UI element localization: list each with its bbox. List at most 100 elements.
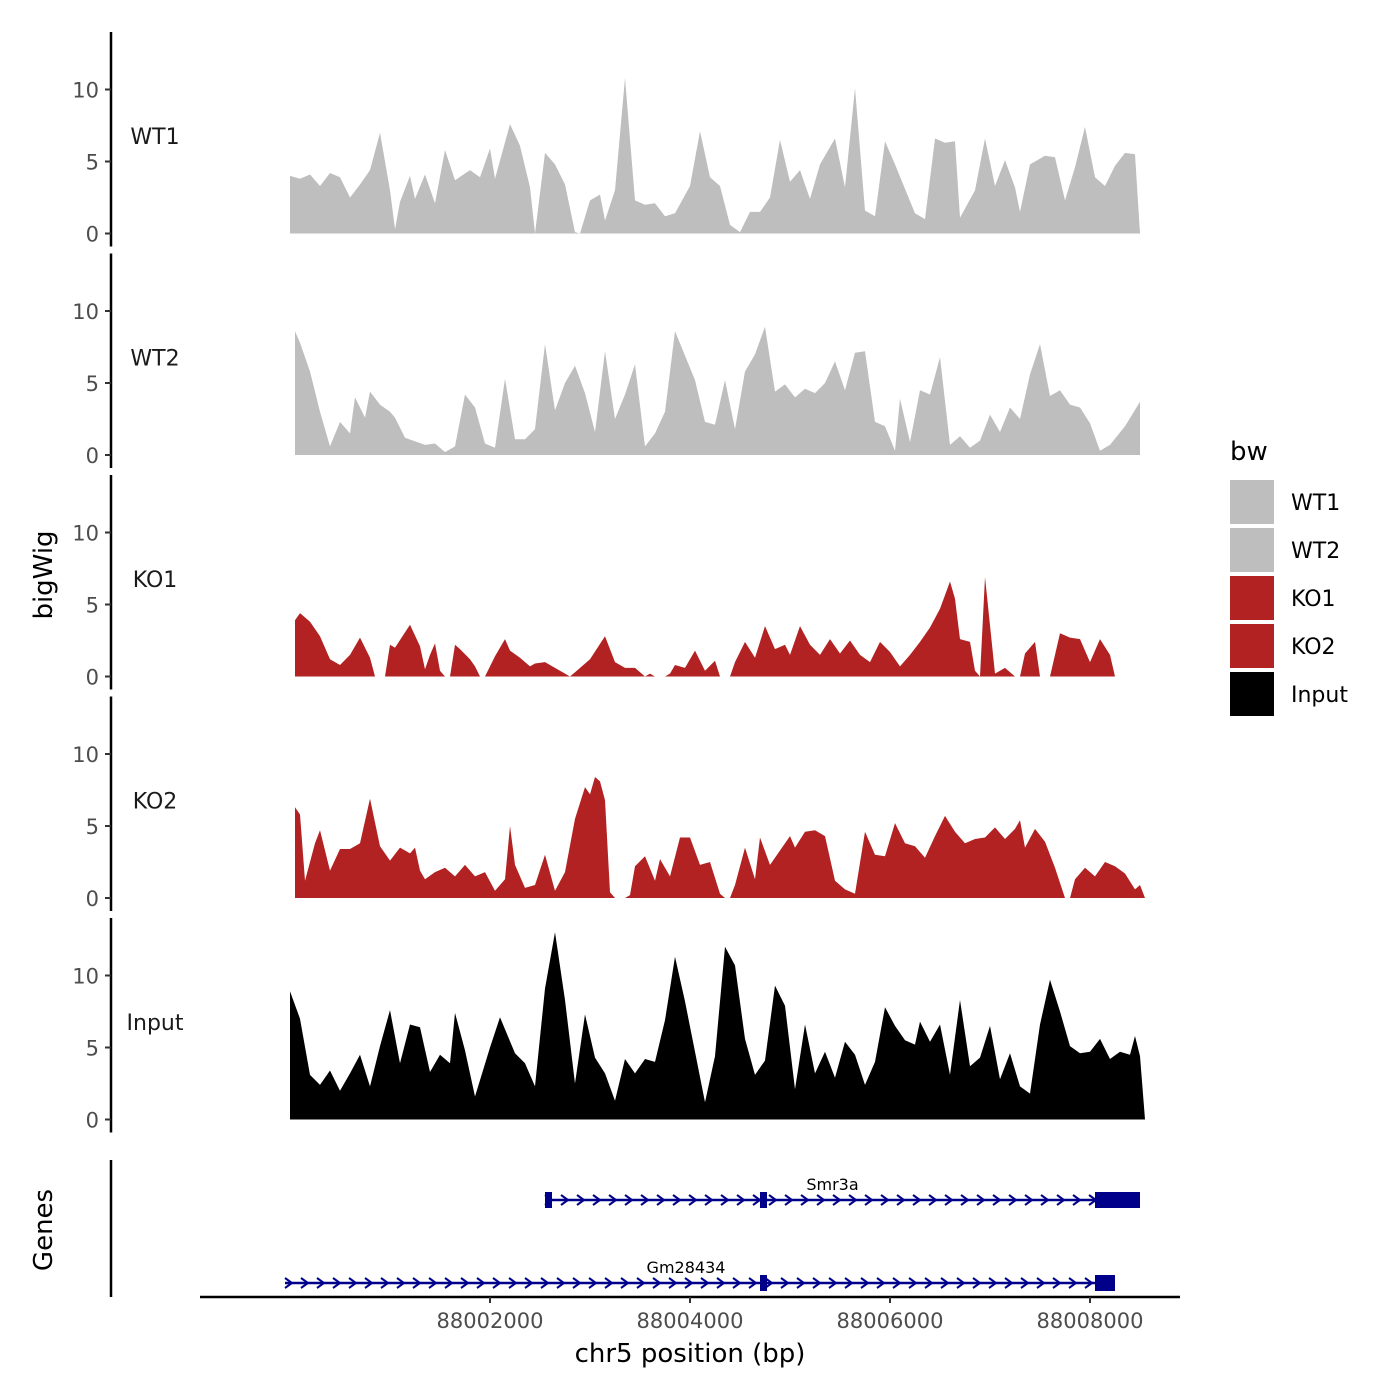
track-input: 0 5 10 Input: [72, 918, 1145, 1133]
gene-strand-arrow: [364, 1277, 374, 1289]
y-tick-label: 5: [86, 151, 99, 175]
gene-name: Gm28434: [647, 1258, 726, 1277]
gene-strand-arrow: [828, 1277, 838, 1289]
y-tick-label: 10: [72, 743, 99, 767]
gene-strand-arrow: [604, 1277, 614, 1289]
y-tick-label: 10: [72, 965, 99, 989]
area-wt2: [295, 326, 1140, 455]
gene-strand-arrow: [1040, 1194, 1050, 1206]
gene-strand-arrow: [348, 1277, 358, 1289]
legend-swatch-ko2: [1230, 624, 1274, 668]
legend-swatch-ko1: [1230, 576, 1274, 620]
gene-strand-arrow: [1072, 1194, 1082, 1206]
gene-strand-arrow: [892, 1277, 902, 1289]
gene-strand-arrow: [956, 1277, 966, 1289]
track-wt2: 0 5 10 WT2: [72, 253, 1140, 468]
gene-strand-arrow: [524, 1277, 534, 1289]
gene-strand-arrow: [860, 1277, 870, 1289]
gene-strand-arrow: [684, 1277, 694, 1289]
legend-swatch-wt2: [1230, 528, 1274, 572]
gene-exon: [760, 1275, 767, 1291]
legend-label-ko2: KO2: [1291, 635, 1336, 660]
gene-strand-arrow: [944, 1194, 954, 1206]
gene-strand-arrow: [844, 1277, 854, 1289]
gene-strand-arrow: [1052, 1277, 1062, 1289]
gene-strand-arrow: [1024, 1194, 1034, 1206]
gene-strand-arrow: [1036, 1277, 1046, 1289]
track-label-wt1: WT1: [130, 125, 179, 150]
gene-strand-arrow: [816, 1194, 826, 1206]
track-ko1: 0 5 10 KO1: [72, 475, 1120, 690]
gene-strand-arrow: [412, 1277, 422, 1289]
gene-strand-arrow: [624, 1194, 634, 1206]
legend-title: bw: [1230, 437, 1268, 467]
legend: bw WT1 WT2 KO1 KO2 Input: [1230, 437, 1348, 716]
gene-strand-arrow: [380, 1277, 390, 1289]
gene-strand-arrow: [768, 1194, 778, 1206]
gene-strand-arrow: [908, 1277, 918, 1289]
gene-strand-arrow: [1004, 1277, 1014, 1289]
gene-strand-arrow: [1008, 1194, 1018, 1206]
gene-strand-arrow: [396, 1277, 406, 1289]
x-tick-label: 88008000: [1037, 1309, 1144, 1333]
gene-strand-arrow: [444, 1277, 454, 1289]
y-tick-label: 0: [86, 444, 99, 468]
gene-exon: [1095, 1192, 1140, 1208]
area-wt1: [290, 78, 1140, 234]
y-tick-label: 5: [86, 815, 99, 839]
gene-strand-arrow: [876, 1277, 886, 1289]
genes-axis-label: Genes: [29, 1189, 59, 1271]
gene-strand-arrow: [988, 1277, 998, 1289]
gene-strand-arrow: [748, 1277, 758, 1289]
gene-strand-arrow: [928, 1194, 938, 1206]
gene-strand-arrow: [736, 1194, 746, 1206]
gene-strand-arrow: [720, 1194, 730, 1206]
x-tick-label: 88004000: [637, 1309, 744, 1333]
gene-strand-arrow: [784, 1194, 794, 1206]
gene-strand-arrow: [812, 1277, 822, 1289]
y-tick-label: 0: [86, 666, 99, 690]
gene-strand-arrow: [732, 1277, 742, 1289]
area-input: [290, 932, 1145, 1120]
gene-strand-arrow: [896, 1194, 906, 1206]
gene-strand-arrow: [832, 1194, 842, 1206]
area-ko1: [295, 577, 1120, 677]
gene-strand-arrow: [540, 1277, 550, 1289]
track-ko2: 0 5 10 KO2: [72, 696, 1145, 911]
legend-swatch-wt1: [1230, 480, 1274, 524]
gene-strand-arrow: [608, 1194, 618, 1206]
gene-strand-arrow: [880, 1194, 890, 1206]
gene-strand-arrow: [1084, 1277, 1094, 1289]
track-label-input: Input: [127, 1011, 184, 1036]
gene-strand-arrow: [592, 1194, 602, 1206]
gene-strand-arrow: [284, 1277, 294, 1289]
track-label-ko2: KO2: [133, 790, 178, 815]
gene-strand-arrow: [912, 1194, 922, 1206]
gene-strand-arrow: [668, 1277, 678, 1289]
gene-strand-arrow: [764, 1277, 774, 1289]
y-axis-label: bigWig: [29, 530, 59, 619]
y-tick-label: 10: [72, 300, 99, 324]
gene-strand-arrow: [972, 1277, 982, 1289]
gene-strand-arrow: [976, 1194, 986, 1206]
gene-strand-arrow: [848, 1194, 858, 1206]
gene-strand-arrow: [556, 1277, 566, 1289]
gene-strand-arrow: [800, 1194, 810, 1206]
gene-strand-arrow: [992, 1194, 1002, 1206]
gene-strand-arrow: [300, 1277, 310, 1289]
x-tick-label: 88002000: [437, 1309, 544, 1333]
gene-strand-arrow: [572, 1277, 582, 1289]
gene-strand-arrow: [700, 1277, 710, 1289]
gene-strand-arrow: [620, 1277, 630, 1289]
gene-strand-arrow: [476, 1277, 486, 1289]
x-axis-label: chr5 position (bp): [575, 1339, 806, 1369]
gene-strand-arrow: [940, 1277, 950, 1289]
gene-exon: [760, 1192, 767, 1208]
y-tick-label: 0: [86, 887, 99, 911]
gene-strand-arrow: [428, 1277, 438, 1289]
gene-strand-arrow: [588, 1277, 598, 1289]
gene-strand-arrow: [672, 1194, 682, 1206]
gene-strand-arrow: [688, 1194, 698, 1206]
gene-strand-arrow: [492, 1277, 502, 1289]
